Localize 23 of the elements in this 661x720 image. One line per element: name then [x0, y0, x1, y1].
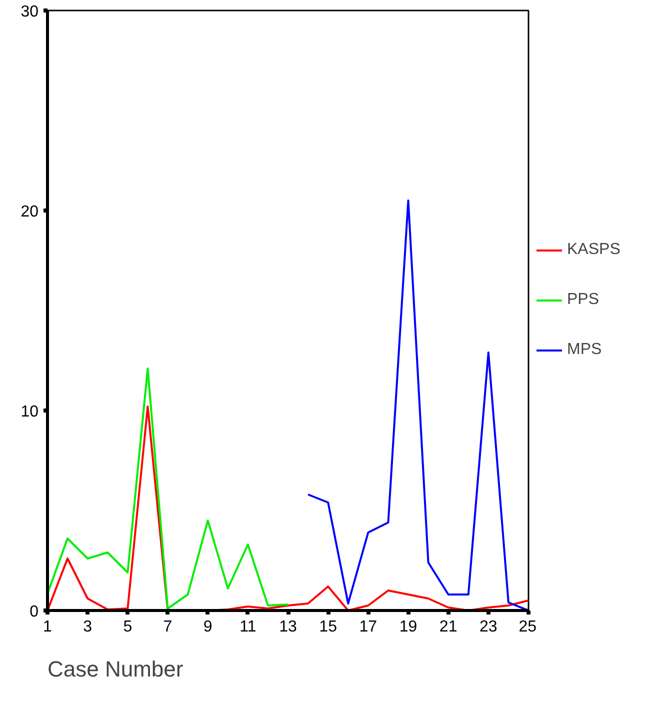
- x-tick-label: 17: [359, 618, 378, 636]
- x-tick-label: 5: [123, 618, 132, 636]
- legend-label: MPS: [567, 340, 602, 358]
- x-tick-label: 19: [399, 618, 418, 636]
- x-tick-label: 21: [439, 618, 458, 636]
- x-tick-label: 15: [319, 618, 338, 636]
- line-series: [48, 368, 289, 610]
- x-axis-title: Case Number: [48, 656, 184, 682]
- y-tick-label: 10: [20, 404, 39, 420]
- line-series: [307, 200, 528, 610]
- x-tick-label: 25: [518, 618, 537, 636]
- x-tick-label: 7: [163, 618, 172, 636]
- x-tick-label: 1: [43, 618, 52, 636]
- legend-label: KASPS: [567, 240, 620, 258]
- y-tick-label: 0: [30, 604, 39, 620]
- x-tick-label: 3: [83, 618, 92, 636]
- x-tick-label: 11: [240, 618, 256, 636]
- y-tick-label: 30: [20, 4, 39, 20]
- legend-label: PPS: [567, 290, 600, 308]
- x-tick-label: 13: [279, 618, 297, 636]
- x-tick-label: 23: [480, 618, 498, 636]
- x-tick-label: 9: [203, 618, 212, 636]
- y-tick-label: 20: [20, 204, 39, 220]
